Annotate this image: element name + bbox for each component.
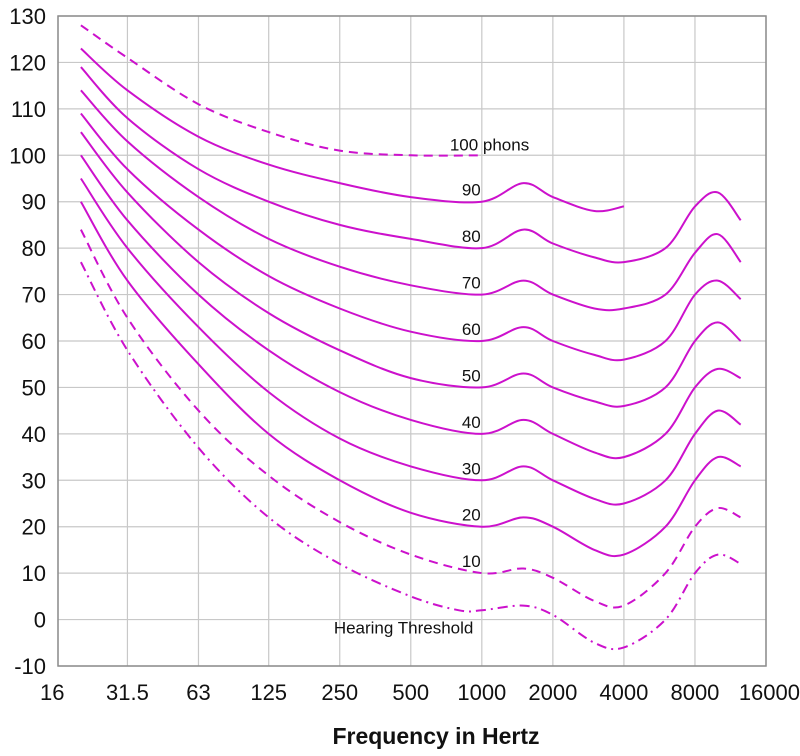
curve-30: [80, 177, 742, 506]
y-tick-label: 20: [22, 515, 46, 540]
curve-hearing-threshold: [80, 261, 742, 651]
x-tick-label: 125: [250, 680, 287, 705]
plot-frame: [57, 15, 767, 667]
curve-label: 50: [462, 366, 481, 385]
curve-label: 10: [462, 552, 481, 571]
x-tick-label: 250: [321, 680, 358, 705]
curve-20: [80, 201, 742, 558]
y-tick-label: -10: [14, 654, 46, 679]
y-tick-label: 70: [22, 283, 46, 308]
curve-label: 90: [462, 181, 481, 200]
x-axis-title: Frequency in Hertz: [332, 723, 539, 749]
curve-label: 20: [462, 506, 481, 525]
x-tick-label: 1000: [457, 680, 506, 705]
curve-label: 60: [462, 320, 481, 339]
y-tick-label: 100: [9, 143, 46, 168]
x-tick-label: 16: [40, 680, 64, 705]
y-tick-label: 60: [22, 329, 46, 354]
x-tick-label: 31.5: [106, 680, 149, 705]
x-tick-label: 16000: [739, 680, 800, 705]
curve-label: 30: [462, 459, 481, 478]
curve-90: [80, 47, 625, 213]
curve-40: [80, 154, 742, 460]
curve-80: [80, 66, 742, 264]
x-tick-label: 2000: [528, 680, 577, 705]
y-tick-label: 110: [11, 97, 46, 122]
curve-50: [80, 131, 742, 408]
curve-label: 80: [462, 227, 481, 246]
y-tick-label: 0: [34, 608, 46, 633]
series-layer: [80, 24, 742, 651]
y-tick-label: 80: [22, 236, 46, 261]
y-tick-label: 40: [22, 422, 46, 447]
curve-60: [80, 112, 742, 362]
x-tick-label: 63: [186, 680, 210, 705]
curve-label: 40: [462, 413, 481, 432]
curve-70: [80, 89, 742, 312]
curve-label: Hearing Threshold: [334, 619, 474, 638]
y-tick-label: 90: [22, 190, 46, 215]
y-tick-label: 120: [9, 50, 46, 75]
y-tick-label: 30: [22, 468, 46, 493]
curve-label: 70: [462, 274, 481, 293]
x-tick-label: 4000: [599, 680, 648, 705]
x-tick-label: 500: [392, 680, 429, 705]
y-tick-label: 130: [9, 4, 46, 29]
x-tick-labels: 16 31.5 63 125 250 500 1000 2000 4000 8000 16000: [40, 680, 800, 705]
x-tick-label: 8000: [670, 680, 719, 705]
curve-100-phons: [80, 24, 482, 157]
curve-10: [80, 229, 742, 609]
y-tick-label: 50: [22, 375, 46, 400]
curve-label: 100 phons: [450, 136, 529, 155]
y-tick-label: 10: [22, 561, 46, 586]
curve-labels: Hearing Threshold 10 20 30 40 50 60 70 80 90 100 p…: [334, 136, 529, 638]
